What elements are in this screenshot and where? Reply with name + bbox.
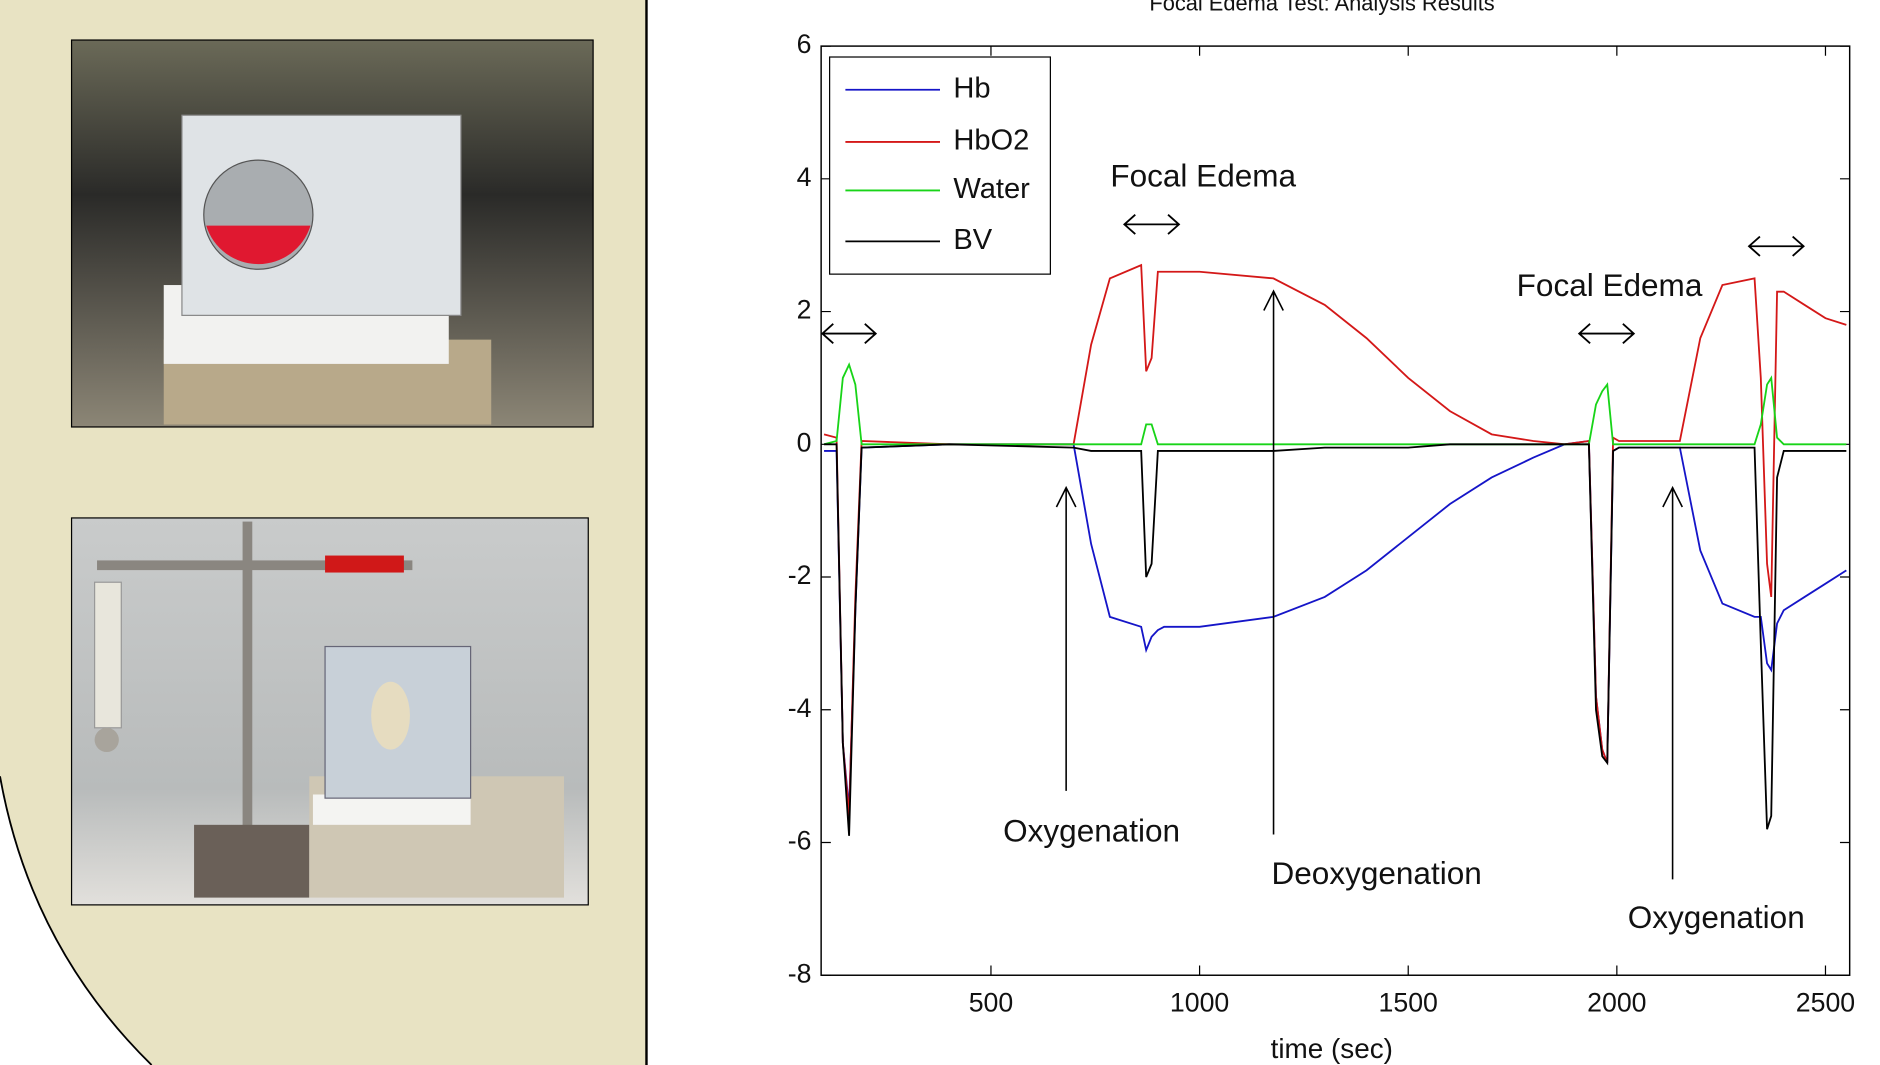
photo-top bbox=[72, 40, 594, 427]
legend-label: Water bbox=[953, 173, 1030, 205]
chart-title: Focal Edema Test: Analysis Results bbox=[1149, 0, 1494, 16]
photo-bottom bbox=[72, 518, 589, 905]
page: Focal Edema Test: Analysis Results time … bbox=[0, 0, 1880, 1065]
y-tick-label: 4 bbox=[797, 162, 812, 192]
legend-label: Hb bbox=[953, 72, 990, 104]
annotation: Oxygenation bbox=[1003, 813, 1180, 849]
y-tick-label: 2 bbox=[797, 295, 812, 325]
annotation: Focal Edema bbox=[1110, 158, 1296, 194]
y-tick-label: -8 bbox=[788, 958, 812, 988]
legend-label: HbO2 bbox=[953, 125, 1029, 157]
x-tick-label: 1500 bbox=[1379, 987, 1438, 1017]
y-tick-label: 6 bbox=[797, 29, 812, 59]
annotation: Deoxygenation bbox=[1272, 855, 1482, 891]
legend-label: BV bbox=[953, 224, 992, 256]
y-tick-label: 0 bbox=[797, 427, 812, 457]
x-tick-label: 1000 bbox=[1170, 987, 1229, 1017]
annotation: Oxygenation bbox=[1628, 899, 1805, 935]
annotation: Focal Edema bbox=[1517, 267, 1703, 303]
x-tick-label: 2000 bbox=[1587, 987, 1646, 1017]
x-tick-label: 500 bbox=[969, 987, 1014, 1017]
y-tick-label: -6 bbox=[788, 826, 812, 856]
y-tick-label: -4 bbox=[788, 693, 812, 723]
x-axis-label: time (sec) bbox=[1271, 1033, 1393, 1064]
x-tick-label: 2500 bbox=[1796, 987, 1855, 1017]
y-tick-label: -2 bbox=[788, 560, 812, 590]
